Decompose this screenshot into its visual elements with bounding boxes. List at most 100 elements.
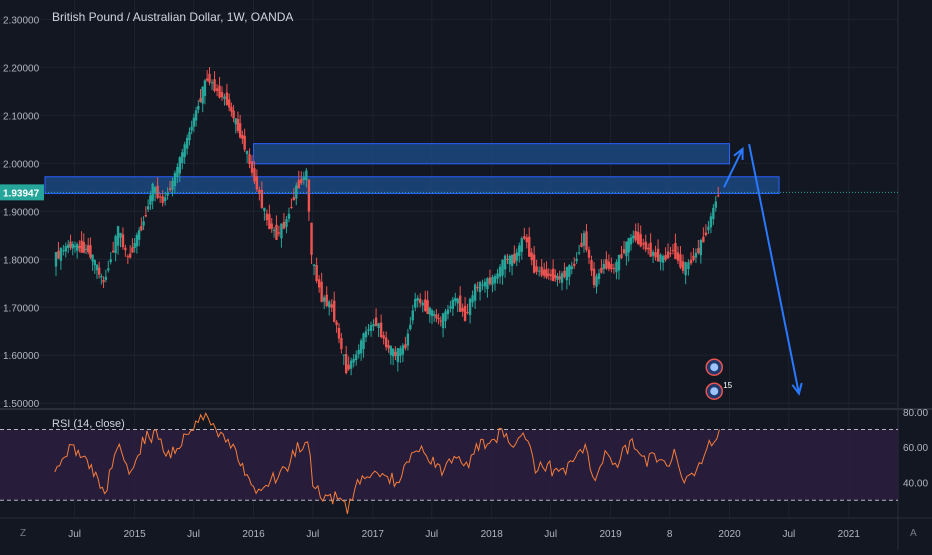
- candle-body: [481, 284, 484, 286]
- candle-body: [337, 327, 341, 339]
- candle-body: [565, 266, 569, 281]
- price-tick-label: 2.30000: [3, 15, 40, 26]
- time-tick-label: 8: [667, 529, 673, 540]
- event-marker-dot: [710, 387, 719, 396]
- candle-body: [585, 231, 588, 250]
- projection-arrow: [748, 143, 800, 394]
- candle-body: [57, 250, 60, 259]
- time-tick-label: Jul: [187, 529, 200, 540]
- rsi-tick-label: 60.00: [903, 443, 928, 454]
- candle-body: [478, 282, 482, 293]
- candle-body: [639, 234, 642, 247]
- candle-body: [176, 166, 179, 178]
- candle-body: [573, 263, 576, 266]
- candle-body: [344, 354, 348, 374]
- auto-scale-button[interactable]: A: [910, 528, 917, 539]
- candle-body: [342, 354, 345, 356]
- candle-body: [213, 79, 216, 92]
- price-tick-label: 2.00000: [3, 159, 40, 170]
- projection-arrow: [723, 148, 744, 188]
- candle-body: [582, 233, 586, 246]
- candle-body: [699, 240, 703, 256]
- candle-body: [493, 275, 497, 284]
- candle-body: [709, 216, 713, 228]
- candle-body: [153, 187, 157, 193]
- candle-body: [396, 348, 400, 363]
- candle-body: [391, 348, 395, 357]
- candle-body: [560, 273, 564, 283]
- candle-body: [333, 300, 336, 322]
- candle-body: [84, 248, 88, 250]
- candle-body: [377, 323, 380, 328]
- candle-body: [307, 179, 311, 212]
- candle-body: [501, 259, 504, 276]
- candle-body: [300, 179, 303, 184]
- candle-body: [234, 118, 237, 125]
- candle-body: [592, 268, 596, 286]
- candle-body: [208, 73, 211, 83]
- candle-body: [523, 236, 526, 239]
- candle-body: [119, 232, 122, 238]
- event-marker-dot: [710, 363, 719, 372]
- candle-body: [64, 246, 67, 252]
- candle-body: [190, 126, 193, 131]
- candle-body: [694, 252, 698, 258]
- candle-body: [62, 250, 65, 252]
- candle-body: [461, 307, 464, 312]
- candles: [54, 67, 720, 376]
- candle-body: [435, 314, 438, 319]
- candle-body: [317, 279, 321, 288]
- candle-body: [471, 295, 474, 303]
- candle-body: [530, 252, 533, 261]
- time-tick-label: 2020: [718, 529, 741, 540]
- candle-body: [340, 338, 343, 350]
- candle-body: [671, 250, 675, 252]
- candle-body: [97, 267, 101, 275]
- candle-body: [602, 263, 606, 270]
- candle-body: [382, 335, 385, 339]
- candle-body: [409, 324, 412, 330]
- candle-body: [404, 344, 407, 349]
- candle-body: [203, 80, 207, 97]
- candle-body: [428, 307, 432, 315]
- candle-body: [82, 242, 85, 253]
- candle-body: [297, 180, 300, 189]
- candle-body: [185, 137, 189, 149]
- candle-body: [133, 243, 136, 248]
- candle-body: [225, 92, 229, 105]
- candle-body: [369, 325, 373, 331]
- candle-body: [228, 99, 231, 108]
- candle-body: [93, 260, 96, 266]
- candle-body: [446, 309, 450, 315]
- candle-body: [414, 298, 417, 308]
- time-tick-label: Jul: [425, 529, 438, 540]
- candle-body: [518, 245, 521, 256]
- candle-body: [258, 189, 261, 195]
- candle-body: [73, 245, 77, 248]
- price-tick-label: 1.60000: [3, 351, 40, 362]
- candle-body: [347, 364, 350, 370]
- candle-body: [580, 242, 583, 248]
- candle-body: [359, 340, 363, 354]
- candle-body: [335, 321, 338, 326]
- candle-body: [714, 201, 717, 208]
- time-zoom-button[interactable]: Z: [20, 528, 27, 539]
- candle-body: [676, 252, 680, 261]
- candle-body: [661, 256, 665, 263]
- candle-body: [456, 298, 459, 304]
- candle-body: [280, 223, 283, 239]
- candle-body: [192, 117, 196, 127]
- candle-body: [384, 337, 388, 347]
- candle-body: [411, 310, 414, 321]
- candle-body: [75, 244, 79, 251]
- candle-body: [109, 259, 112, 263]
- candle-body: [137, 230, 141, 240]
- candle-body: [389, 345, 393, 356]
- projection-arrowhead: [791, 382, 803, 396]
- candle-body: [503, 255, 507, 270]
- candle-body: [540, 266, 543, 276]
- candle-body: [128, 253, 132, 258]
- candle-body: [473, 284, 477, 301]
